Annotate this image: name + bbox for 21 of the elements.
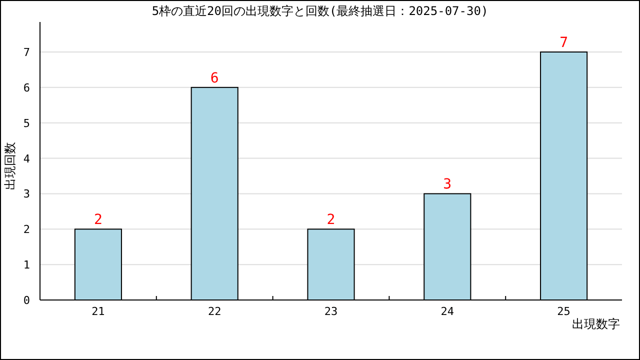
x-tick-label: 21 [92, 305, 105, 318]
y-tick-label: 0 [23, 294, 30, 307]
data-label: 6 [210, 70, 219, 86]
chart-title: 5枠の直近20回の出現数字と回数(最終抽選日：2025-07-30) [152, 4, 488, 18]
data-label: 2 [326, 212, 336, 228]
y-axis-title: 出現回数 [3, 142, 17, 190]
x-axis-title: 出現数字 [572, 317, 620, 331]
y-tick-label: 2 [23, 223, 30, 236]
data-label: 2 [94, 212, 102, 228]
data-label: 7 [560, 35, 568, 51]
x-tick-label: 22 [208, 305, 222, 318]
x-tick-label: 25 [557, 305, 570, 318]
y-tick-label: 3 [23, 188, 30, 201]
y-tick-label: 7 [23, 46, 30, 59]
x-tick-label: 23 [324, 305, 338, 318]
y-tick-label: 4 [23, 152, 30, 166]
x-tick-label: 24 [440, 305, 454, 318]
data-label: 3 [443, 176, 452, 193]
y-tick-label: 6 [23, 81, 30, 94]
y-tick-label: 5 [23, 116, 30, 130]
y-tick-label: 1 [23, 258, 30, 272]
